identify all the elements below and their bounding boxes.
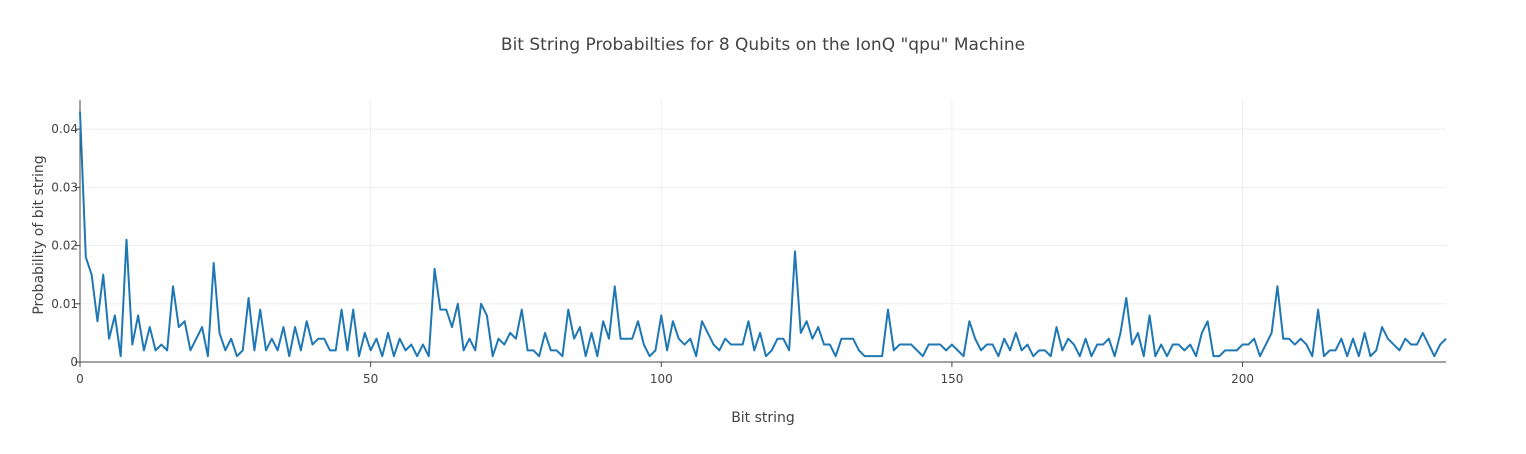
y-tick-label: 0	[70, 355, 78, 369]
series-layer	[79, 111, 1447, 358]
x-tick-label: 150	[940, 372, 963, 386]
y-tick-label: 0.03	[51, 180, 78, 194]
tick-labels: 0 50 100 150 200 0 0.01 0.02 0.03 0.04	[51, 122, 1254, 386]
y-axis-title: Probability of bit string	[31, 155, 47, 314]
x-tick-label: 0	[76, 372, 84, 386]
x-tick-label: 50	[363, 372, 378, 386]
grid-lines	[80, 100, 1446, 362]
x-tick-label: 100	[650, 372, 673, 386]
chart-title: Bit String Probabilties for 8 Qubits on …	[501, 35, 1025, 55]
x-tick-label: 200	[1231, 372, 1254, 386]
axes	[75, 100, 1446, 367]
series-line	[79, 111, 1447, 358]
x-axis-title: Bit string	[731, 410, 795, 426]
y-tick-label: 0.02	[51, 239, 78, 253]
y-tick-label: 0.01	[51, 297, 78, 311]
y-tick-label: 0.04	[51, 122, 78, 136]
